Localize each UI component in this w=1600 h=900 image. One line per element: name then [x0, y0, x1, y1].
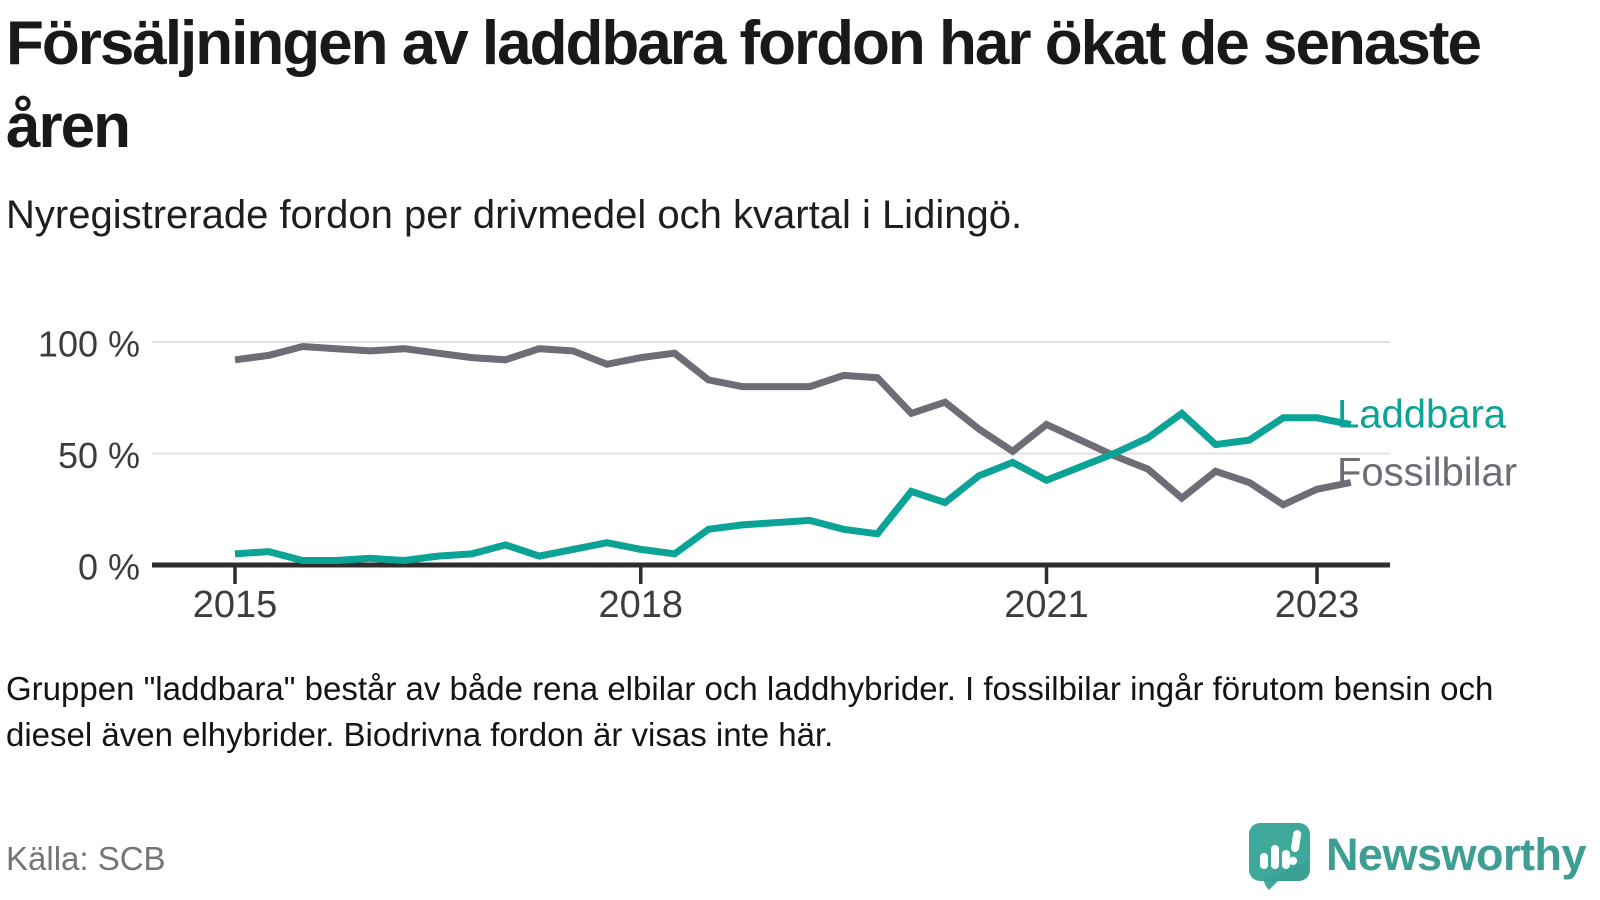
x-tick-label: 2015: [193, 584, 278, 626]
logo-bar-small: [1259, 853, 1268, 869]
series-label-laddbara: Laddbara: [1337, 393, 1507, 437]
y-tick-label: 50 %: [58, 435, 140, 476]
source-note: Källa: SCB: [6, 840, 166, 877]
logo-shadow: [1260, 861, 1309, 881]
y-tick-label: 0 %: [78, 547, 140, 588]
x-tick-label: 2021: [1004, 584, 1089, 626]
logo-exclamation: [1288, 830, 1302, 866]
newsworthy-logo-icon: [1248, 823, 1310, 890]
x-tick-label: 2023: [1275, 584, 1360, 626]
chart: 0 % 50 % 100 % 2015 2018 2021 2023 Laddbara Foss…: [38, 324, 1517, 627]
chart-footnote: Gruppen "laddbara" består av både rena e…: [6, 670, 1494, 754]
chart-line-laddbara: [234, 408, 1352, 565]
logo-bar-medium: [1281, 850, 1290, 869]
y-tick-label: 100 %: [38, 324, 140, 365]
axis-labels: 0 % 50 % 100 % 2015 2018 2021 2023 Laddbara Foss…: [38, 324, 1517, 627]
chart-area: 0 % 50 % 100 % 2015 2018 2021 2023 Laddbara Foss…: [0, 295, 1600, 645]
x-axis: [152, 562, 1390, 584]
page-title: Försäljningen av laddbara fordon har öka…: [6, 9, 1482, 162]
chart-subtitle: Nyregistrerade fordon per drivmedel och …: [6, 193, 1023, 237]
brand-name: Newsworthy: [1325, 829, 1587, 880]
x-tick-label: 2018: [598, 584, 683, 626]
gridlines: [152, 341, 1390, 455]
chart-line-fossilbilar: [234, 342, 1352, 509]
newsworthy-branding: Newsworthy: [1246, 820, 1587, 890]
series-label-fossilbilar: Fossilbilar: [1337, 450, 1517, 494]
chart-lines: [234, 342, 1352, 565]
logo-bar-tall: [1270, 845, 1279, 869]
